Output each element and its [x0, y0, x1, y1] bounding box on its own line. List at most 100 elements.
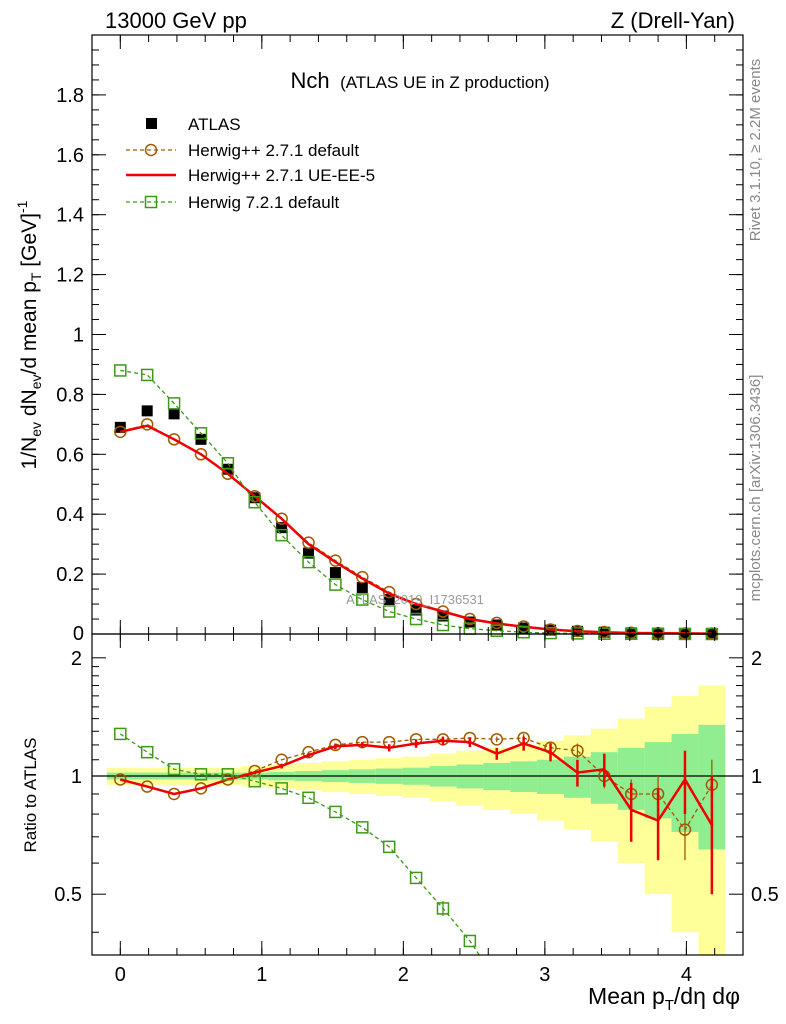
ratio-herwig7-point	[329, 805, 342, 819]
x-axis-label: Mean pT/dη dφ	[588, 983, 740, 1014]
atlas-data-point	[276, 522, 288, 534]
main-ytick-label: 1.6	[56, 145, 84, 167]
legend-label-herwig7: Herwig 7.2.1 default	[188, 193, 339, 212]
ratio-ytick-label-right: 1	[751, 766, 762, 788]
herwigpp-default-point	[302, 536, 315, 549]
ratio-herwigpp-point	[571, 744, 584, 757]
herwigpp-default-point	[140, 418, 154, 431]
ratio-herwig7-point	[194, 768, 208, 781]
ratio-herwig7-point	[302, 791, 315, 805]
main-ytick-label: 0.4	[56, 504, 84, 526]
main-ytick-label: 0.2	[56, 564, 84, 586]
herwig7-default-point	[436, 618, 450, 632]
herwig7-default-point	[302, 555, 315, 569]
atlas-data-point	[437, 610, 449, 622]
ratio-ytick-label: 0.5	[54, 884, 82, 906]
ratio-data-layer	[92, 685, 743, 956]
legend-marker-herwig7	[144, 195, 158, 209]
herwig7-default-point	[248, 495, 261, 509]
herwigpp-default-point	[167, 433, 181, 446]
ratio-panel: 0.5 0.5 1 1 2 2 0 1 2 3 4 Ratio to ATLAS Mean pT/d…	[21, 633, 779, 1014]
mcplots-label: mcplots.cern.ch [arXiv:1306.3436]	[747, 375, 764, 602]
main-title-sub: (ATLAS UE in Z production)	[340, 73, 549, 92]
ratio-herwigpp-point	[140, 780, 154, 793]
ratio-herwig7-point	[140, 745, 154, 759]
herwig7-default-point	[356, 593, 369, 606]
ratio-herwig7-point	[436, 902, 450, 915]
main-ticks: 0.2 0.4 0.6 0.8 1 1.2 1.4 1.6 1.8 0	[56, 35, 743, 645]
ratio-series-line	[119, 733, 480, 956]
ratio-y-axis-label: Ratio to ATLAS	[21, 738, 40, 853]
xtick-label: 1	[256, 964, 267, 986]
atlas-data-point	[356, 582, 368, 594]
ratio-herwig7-point	[356, 821, 369, 834]
herwigpp-default-point	[194, 448, 208, 461]
herwig7-default-point	[382, 605, 396, 618]
main-ytick-label: 1.2	[56, 265, 84, 287]
herwig7-default-point	[194, 427, 208, 440]
main-ytick-label: 1.8	[56, 85, 84, 107]
main-ytick-label: 0.6	[56, 444, 84, 466]
legend-label-atlas: ATLAS	[188, 115, 241, 134]
main-ytick-label-zero: 0	[73, 623, 84, 645]
xtick-label: 2	[398, 964, 409, 986]
ratio-herwig7-point	[382, 840, 396, 854]
herwig7-default-point	[140, 368, 154, 382]
herwig7-default-point	[409, 612, 423, 626]
ratio-ytick-label-right: 2	[751, 648, 762, 670]
ratio-ytick-label: 2	[71, 648, 82, 670]
ratio-ytick-label: 1	[71, 766, 82, 788]
ratio-herwig7-point	[167, 763, 181, 776]
ratio-band-stat	[537, 759, 564, 794]
herwig7-default-point	[490, 624, 504, 637]
ratio-herwig7-point	[409, 871, 423, 885]
ratio-ytick-label-right: 0.5	[751, 884, 779, 906]
main-panel: 0.2 0.4 0.6 0.8 1 1.2 1.4 1.6 1.8 0 Nch (ATLAS UE…	[14, 34, 744, 645]
ratio-herwigpp-point	[678, 823, 692, 836]
main-series-line	[120, 424, 712, 635]
rivet-version-label: Rivet 3.1.10, ≥ 2.2M events	[747, 59, 764, 242]
ratio-herwig7-point	[221, 768, 235, 781]
header-right: Z (Drell-Yan)	[611, 8, 735, 33]
ratio-frame	[91, 633, 744, 956]
herwigpp-default-point	[275, 512, 288, 525]
herwig7-default-point	[221, 457, 235, 470]
analysis-watermark: ATLAS_2019_I1736531	[346, 592, 484, 607]
legend-marker-atlas	[146, 118, 157, 129]
main-ytick-label: 1.4	[56, 205, 84, 227]
ratio-herwig7-point	[248, 774, 261, 788]
legend-marker-herwigpp-default	[144, 143, 158, 157]
main-ytick-label: 0.8	[56, 384, 84, 406]
atlas-data-point	[329, 567, 341, 579]
herwig7-default-point	[275, 528, 288, 542]
main-title-main: Nch	[290, 68, 329, 93]
herwig7-default-point	[167, 397, 181, 410]
ratio-herwig7-point	[114, 727, 127, 741]
header-left: 13000 GeV pp	[105, 8, 247, 33]
herwig7-default-point	[114, 364, 127, 377]
main-title: Nch (ATLAS UE in Z production)	[290, 68, 549, 93]
herwig7-default-point	[329, 578, 342, 591]
herwigpp-default-point	[436, 605, 450, 618]
atlas-data-point	[168, 408, 180, 420]
atlas-data-point	[303, 547, 315, 559]
ratio-ticks: 0.5 0.5 1 1 2 2 0 1 2 3 4	[54, 634, 779, 986]
herwigpp-default-point	[356, 570, 369, 584]
main-y-axis-label: 1/Nev dNev/d mean pT [GeV]-1	[14, 200, 44, 469]
herwig7-default-point	[517, 625, 530, 639]
ratio-herwigpp-point	[114, 773, 127, 786]
herwigpp-default-point	[409, 597, 423, 611]
legend-label-herwigpp-default: Herwig++ 2.7.1 default	[188, 141, 359, 160]
xtick-label: 3	[539, 964, 550, 986]
xtick-label: 4	[681, 964, 692, 986]
ratio-herwig7-point	[463, 934, 477, 948]
ratio-band-stat	[510, 761, 538, 793]
legend: ATLAS Herwig++ 2.7.1 default Herwig++ 2.…	[126, 115, 375, 212]
atlas-data-point	[383, 594, 395, 606]
ratio-herwigpp-point	[490, 733, 504, 746]
atlas-data-point	[141, 405, 153, 417]
herwigpp-default-point	[329, 554, 342, 567]
xtick-label: 0	[115, 964, 126, 986]
legend-label-ue-ee-5: Herwig++ 2.7.1 UE-EE-5	[188, 166, 375, 185]
